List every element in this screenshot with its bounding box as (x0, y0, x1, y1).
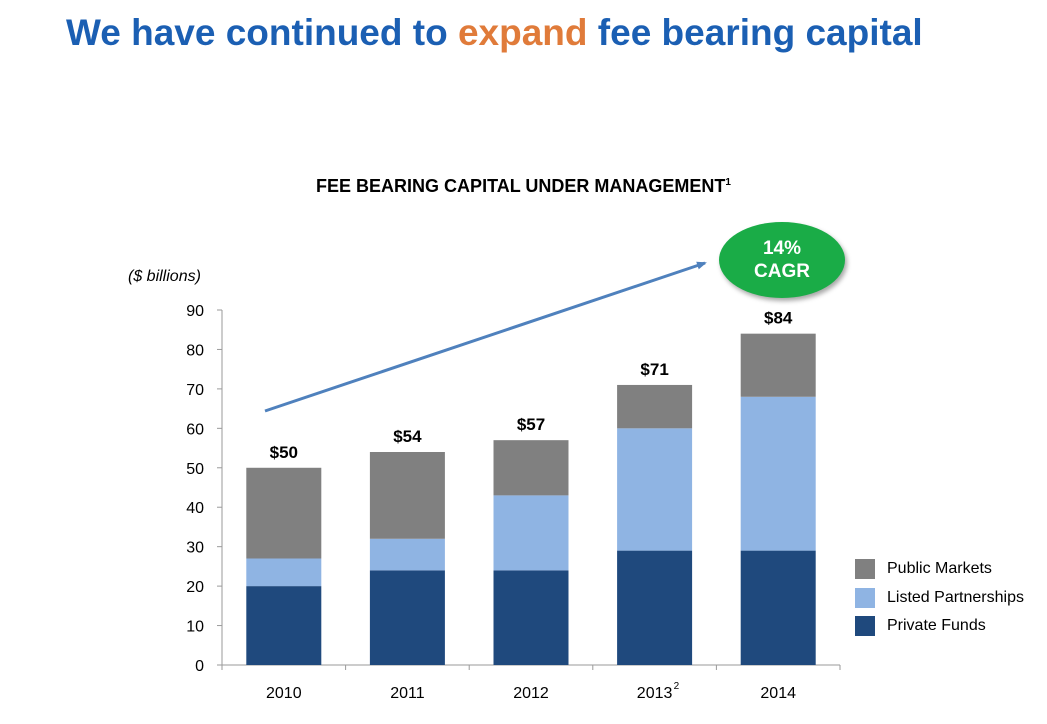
y-tick-label: 50 (186, 461, 204, 478)
chart-title: FEE BEARING CAPITAL UNDER MANAGEMENT1 (0, 176, 1047, 197)
x-tick-footnote: 2 (674, 681, 680, 692)
x-tick-label: 2013 (637, 685, 673, 702)
bar-segment-public-markets (246, 467, 322, 559)
cagr-value: 14% (762, 238, 802, 259)
legend-item-public-markets: Public Markets (855, 555, 1024, 584)
page-headline: We have continued to expand fee bearing … (66, 12, 923, 54)
y-tick-label: 20 (186, 579, 204, 596)
bar-segment-private-funds (617, 550, 693, 665)
bar-segment-listed-partnerships (246, 558, 322, 587)
x-tick-label: 2014 (760, 685, 796, 702)
y-tick-label: 70 (186, 382, 204, 399)
y-tick-label: 40 (186, 500, 204, 517)
bar-total-label: $54 (393, 427, 422, 446)
headline-before: We have continued to (66, 12, 458, 53)
bar-total-label: $57 (517, 415, 545, 434)
legend-swatch-private-funds (855, 616, 875, 637)
cagr-label: CAGR (754, 261, 810, 282)
x-tick-label: 2010 (266, 685, 302, 702)
legend-swatch-public-markets (855, 559, 875, 580)
bar-total-label: $71 (640, 360, 668, 379)
y-tick-label: 30 (186, 540, 204, 557)
legend-label-public-markets: Public Markets (887, 560, 992, 578)
headline-after: fee bearing capital (587, 12, 923, 53)
bar-segment-listed-partnerships (617, 428, 693, 551)
chart-title-footnote: 1 (725, 177, 731, 188)
y-axis-label: ($ billions) (128, 268, 201, 285)
bar-segment-listed-partnerships (493, 495, 569, 571)
legend-swatch-listed-partnerships (855, 587, 875, 608)
x-tick-label: 2012 (513, 685, 549, 702)
bar-segment-public-markets (617, 384, 693, 429)
bar-segment-public-markets (493, 440, 569, 496)
chart-title-text: FEE BEARING CAPITAL UNDER MANAGEMENT (316, 176, 726, 196)
bar-total-label: $84 (764, 309, 793, 328)
trend-arrow (264, 261, 707, 413)
y-tick-label: 0 (195, 658, 204, 675)
bar-segment-public-markets (369, 452, 445, 539)
bar-total-label: $50 (270, 443, 298, 462)
bar-segment-private-funds (246, 586, 322, 665)
y-tick-label: 80 (186, 342, 204, 359)
bar-segment-listed-partnerships (740, 396, 816, 551)
bar-segment-private-funds (369, 570, 445, 665)
legend-label-listed-partnerships: Listed Partnerships (887, 588, 1024, 606)
y-tick-label: 60 (186, 421, 204, 438)
y-tick-label: 10 (186, 619, 204, 636)
bar-segment-private-funds (493, 570, 569, 665)
cagr-badge: 14% CAGR (719, 222, 845, 298)
chart-legend: Public Markets Listed Partnerships Priva… (855, 555, 1024, 641)
x-tick-label: 2011 (390, 685, 425, 702)
legend-item-listed-partnerships: Listed Partnerships (855, 584, 1024, 613)
bar-segment-listed-partnerships (369, 538, 445, 571)
headline-accent: expand (457, 12, 588, 53)
y-tick-label: 90 (186, 303, 204, 320)
legend-item-private-funds: Private Funds (855, 612, 1024, 641)
legend-label-private-funds: Private Funds (887, 617, 986, 635)
bar-segment-public-markets (740, 333, 816, 397)
bar-segment-private-funds (740, 550, 816, 665)
